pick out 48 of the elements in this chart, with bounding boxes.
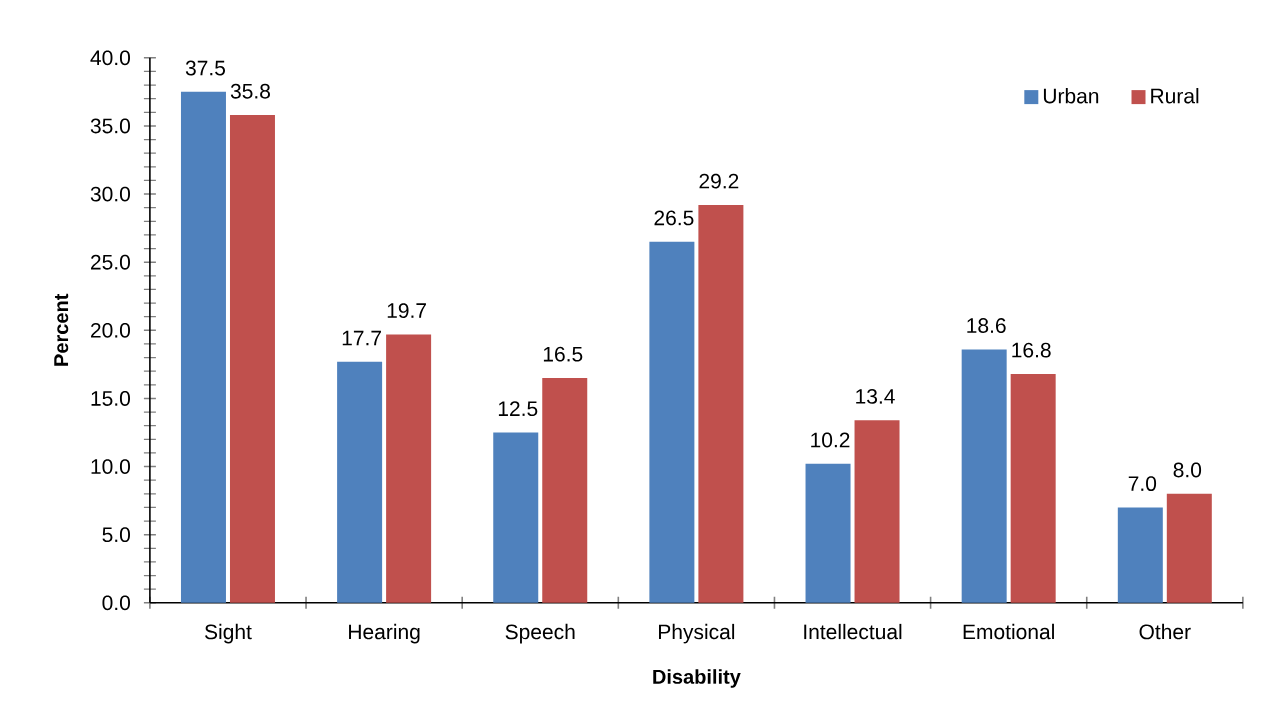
- y-tick-label: 25.0: [91, 254, 130, 270]
- y-tick-label: 40.0: [90, 50, 130, 66]
- bar: [1010, 373, 1056, 603]
- bar: [1117, 507, 1163, 603]
- bar: [542, 377, 588, 603]
- data-label: 13.4: [856, 388, 895, 404]
- y-tick-label: 20.0: [91, 322, 130, 338]
- x-tick-label: Speech: [505, 623, 575, 644]
- bar: [649, 241, 695, 603]
- x-tick-label: Physical: [659, 623, 735, 644]
- data-label: 16.8: [1012, 342, 1051, 358]
- legend-label: Urban: [1043, 88, 1099, 104]
- data-label: 8.0: [1173, 462, 1202, 478]
- data-label: 7.0: [1128, 476, 1157, 492]
- y-tick-label: 5.0: [102, 527, 131, 543]
- bar: [386, 334, 432, 603]
- x-axis-title: Disability: [653, 669, 741, 688]
- y-tick-label: 35.0: [90, 118, 130, 134]
- y-tick-label: 15.0: [91, 391, 130, 406]
- data-label: 17.7: [342, 330, 381, 346]
- y-tick-label: 0.0: [102, 595, 131, 611]
- bar: [229, 115, 275, 603]
- x-tick-label: Hearing: [349, 623, 420, 644]
- data-label: 37.5: [185, 60, 226, 76]
- bar: [493, 432, 539, 603]
- x-tick-label: Intellectual: [804, 623, 902, 640]
- bar: [805, 463, 851, 603]
- data-label: 35.8: [230, 83, 270, 99]
- data-label: 12.5: [498, 401, 538, 417]
- y-tick-label: 10.0: [91, 459, 130, 474]
- data-label: 29.2: [699, 173, 739, 189]
- bar: [961, 349, 1007, 603]
- x-tick-label: Other: [1139, 623, 1191, 640]
- bar: [1166, 493, 1212, 603]
- x-tick-label: Sight: [204, 623, 252, 644]
- legend-label: Rural: [1151, 88, 1199, 104]
- data-label: 16.5: [543, 346, 583, 362]
- data-label: 18.6: [967, 318, 1006, 333]
- y-axis-title: Percent: [54, 293, 69, 366]
- bar: [180, 91, 226, 603]
- data-label: 19.7: [387, 303, 426, 318]
- x-tick-label: Emotional: [963, 623, 1054, 640]
- data-label: 26.5: [654, 210, 694, 226]
- y-tick-label: 30.0: [90, 186, 130, 202]
- bar: [854, 420, 900, 603]
- bar: [337, 361, 383, 603]
- bar: [698, 204, 744, 603]
- data-label: 10.2: [811, 432, 850, 448]
